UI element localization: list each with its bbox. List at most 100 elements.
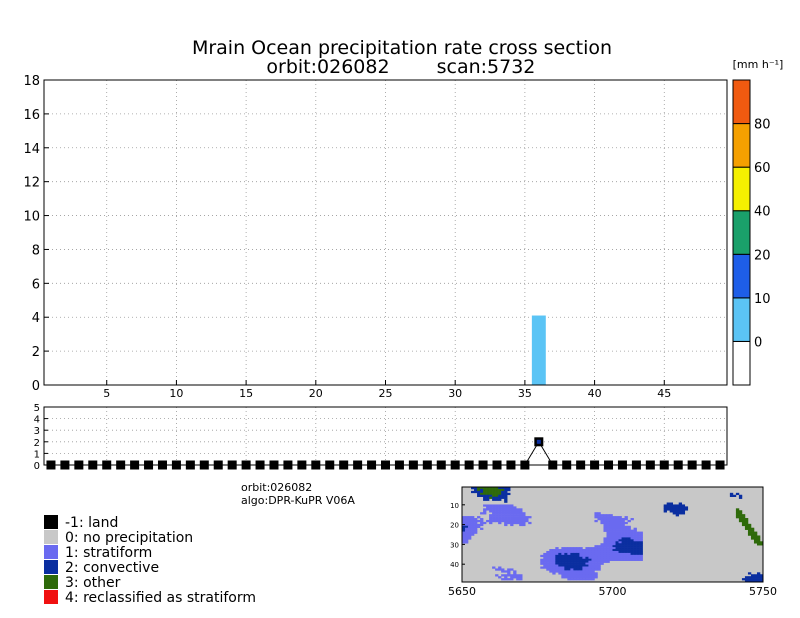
info-orbit: orbit:026082 xyxy=(241,481,312,494)
map-cell xyxy=(495,506,499,509)
x-tick-label: 5 xyxy=(103,387,110,400)
map-cell xyxy=(570,560,574,563)
map-cell xyxy=(558,568,562,571)
map-cell xyxy=(630,547,634,550)
map-cell xyxy=(471,533,475,536)
map-cell xyxy=(741,516,746,519)
map-cell xyxy=(579,574,583,577)
map-cell xyxy=(741,521,746,525)
map-cell xyxy=(606,519,610,523)
map-cell xyxy=(501,574,505,577)
map-cell xyxy=(621,523,625,527)
map-cell xyxy=(747,533,752,536)
map-cell xyxy=(492,494,496,497)
map-cell xyxy=(615,556,619,560)
map-cell xyxy=(486,504,490,507)
map-cell xyxy=(480,527,484,530)
map-cell xyxy=(495,514,499,517)
map-cell xyxy=(570,552,574,556)
map-cell xyxy=(492,496,496,499)
map-cell xyxy=(636,533,640,536)
map-cell xyxy=(489,514,493,517)
info-algo: algo:DPR-KuPR V06A xyxy=(241,494,355,507)
map-cell xyxy=(549,550,553,554)
map-cell xyxy=(615,554,619,558)
map-cell xyxy=(489,488,493,492)
map-cell xyxy=(585,552,589,556)
map-cell xyxy=(606,541,610,544)
map-cell xyxy=(606,518,610,521)
map-cell xyxy=(582,549,586,552)
map-cell xyxy=(606,514,610,517)
map-cell xyxy=(522,518,526,521)
map-cell xyxy=(615,516,619,519)
map-cell xyxy=(588,552,592,556)
map-cell xyxy=(636,545,640,548)
legend-label: -1: land xyxy=(65,515,118,531)
map-cell xyxy=(471,529,475,532)
map-cell xyxy=(510,516,514,519)
map-cell xyxy=(519,576,523,579)
map-cell xyxy=(585,560,589,563)
legend-label: 0: no precipitation xyxy=(65,530,193,546)
map-cell xyxy=(597,566,601,569)
map-cell xyxy=(522,521,526,525)
map-cell xyxy=(759,576,764,579)
colorbar-tick-label: 10 xyxy=(754,292,771,307)
map-cell xyxy=(636,547,640,550)
map-cell xyxy=(564,549,568,552)
map-cell xyxy=(573,550,577,554)
map-cell xyxy=(639,531,643,534)
map-cell xyxy=(750,535,755,538)
map-y-tick-label: 40 xyxy=(450,561,459,569)
map-cell xyxy=(639,535,643,538)
map-cell xyxy=(501,518,505,521)
map-cell xyxy=(483,494,487,497)
map-cell xyxy=(624,549,628,552)
map-cell xyxy=(564,566,568,569)
map-cell xyxy=(597,512,601,515)
map-cell xyxy=(522,514,526,517)
map-cell xyxy=(591,547,595,550)
map-cell xyxy=(633,547,637,550)
map-cell xyxy=(621,533,625,536)
map-cell xyxy=(618,554,622,558)
map-cell xyxy=(615,537,619,540)
map-cell xyxy=(492,519,496,523)
y-tick-label: 4 xyxy=(34,415,40,426)
map-cell xyxy=(468,527,472,530)
map-x-tick-label: 5650 xyxy=(448,585,476,598)
y-tick-label: 0 xyxy=(34,461,40,472)
map-cell xyxy=(573,566,577,569)
map-cell xyxy=(513,572,517,575)
map-cell xyxy=(630,543,634,546)
map-cell xyxy=(495,488,499,492)
map-cell xyxy=(465,529,469,532)
map-cell xyxy=(501,504,505,507)
map-cell xyxy=(540,562,544,565)
map-cell xyxy=(501,578,505,581)
map-cell xyxy=(636,531,640,534)
map-cell xyxy=(489,510,493,513)
map-cell xyxy=(591,574,595,577)
map-cell xyxy=(582,550,586,554)
map-cell xyxy=(561,550,565,554)
map-cell xyxy=(675,510,680,513)
map-cell xyxy=(498,492,502,496)
map-cell xyxy=(567,558,571,561)
map-cell xyxy=(747,525,752,529)
map-cell xyxy=(639,550,643,554)
map-cell xyxy=(609,549,613,552)
map-cell xyxy=(753,541,758,544)
map-cell xyxy=(618,529,622,532)
map-cell xyxy=(549,570,553,573)
map-cell xyxy=(513,521,517,525)
map-cell xyxy=(570,570,574,573)
map-cell xyxy=(552,549,556,552)
map-cell xyxy=(543,566,547,569)
map-cell xyxy=(756,539,761,542)
map-cell xyxy=(582,566,586,569)
map-cell xyxy=(504,574,508,577)
map-cell xyxy=(468,533,472,536)
map-cell xyxy=(603,558,607,561)
